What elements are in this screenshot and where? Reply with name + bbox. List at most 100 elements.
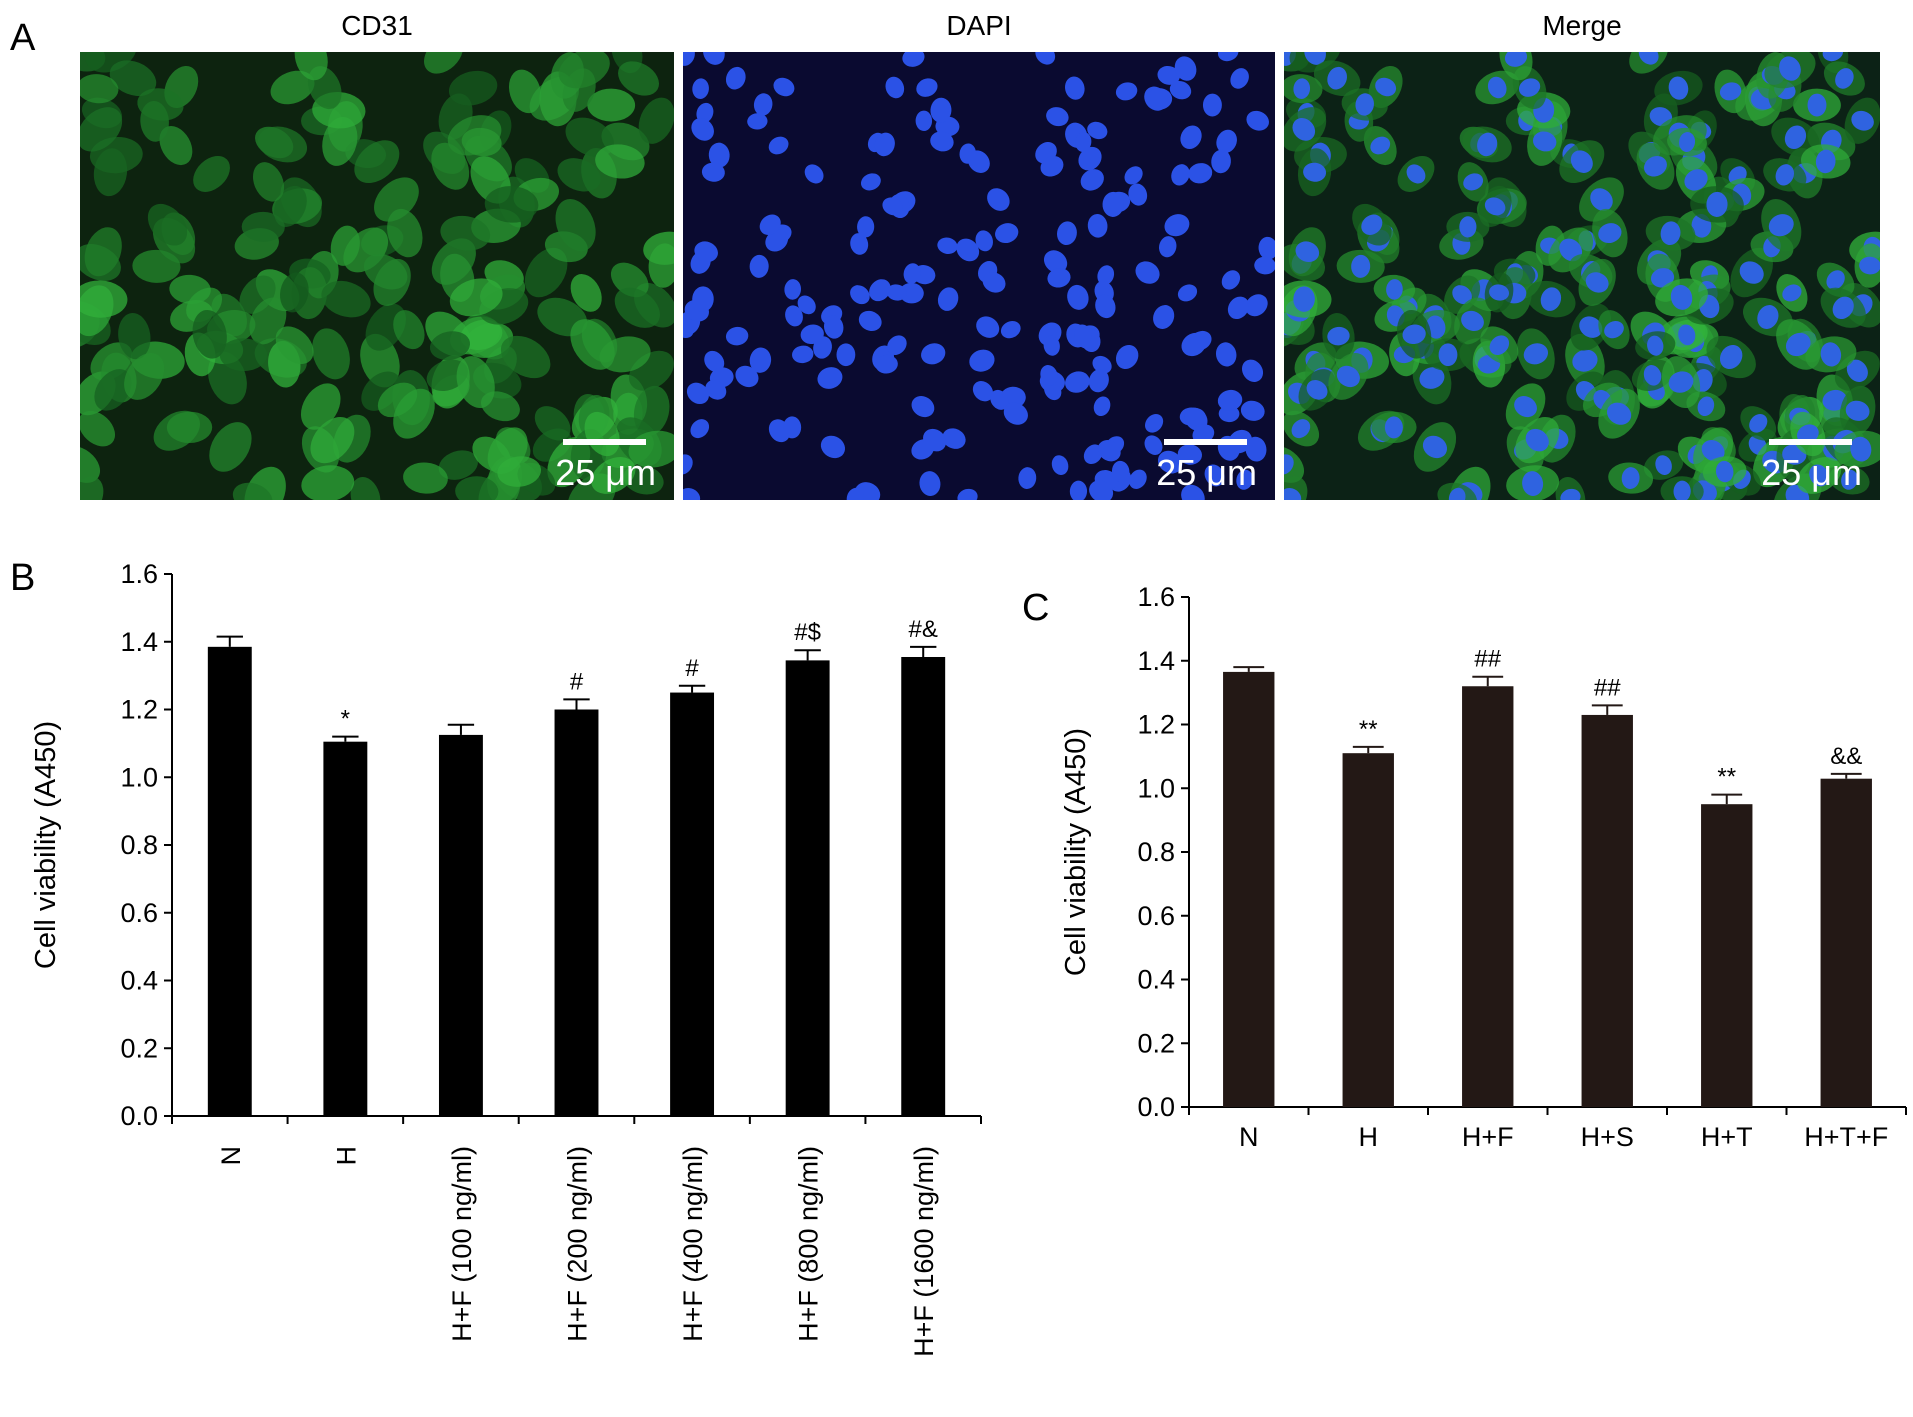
nucleus <box>1097 265 1115 286</box>
bar <box>1701 804 1753 1107</box>
cell-body <box>280 272 309 313</box>
y-tick-label: 1.6 <box>120 559 158 589</box>
nucleus <box>1822 389 1847 411</box>
nucleus <box>1525 428 1549 452</box>
nucleus <box>1043 250 1068 273</box>
y-tick-label: 1.0 <box>1137 773 1175 803</box>
nucleus <box>1115 344 1139 370</box>
nucleus <box>694 241 718 263</box>
cell-body <box>219 338 268 372</box>
nucleus <box>1217 389 1243 411</box>
y-tick-label: 1.2 <box>120 695 158 725</box>
cell-body <box>614 287 660 328</box>
nucleus <box>1040 365 1058 386</box>
nucleus <box>1000 321 1021 339</box>
nucleus <box>1293 78 1311 99</box>
cell-body <box>455 476 499 500</box>
y-tick-label: 0.0 <box>1137 1092 1175 1122</box>
nucleus <box>1067 284 1089 310</box>
panel-label: C <box>1022 587 1049 629</box>
nucleus <box>1782 284 1802 302</box>
nucleus <box>735 365 759 388</box>
nucleus <box>1074 324 1092 346</box>
nucleus <box>1093 396 1111 417</box>
nucleus <box>1585 272 1609 293</box>
nucleus <box>1668 76 1689 100</box>
x-tick-label: H <box>331 1146 361 1166</box>
nucleus <box>1678 324 1696 346</box>
significance-label: ** <box>1359 716 1378 743</box>
nucleus <box>785 305 803 327</box>
nucleus <box>1638 52 1659 65</box>
nucleus <box>1463 173 1484 191</box>
nucleus <box>1835 68 1854 89</box>
bar <box>785 660 830 1116</box>
scale-bar-label: 25 μm <box>555 452 656 493</box>
nucleus <box>1174 56 1197 81</box>
cell-body <box>300 383 341 430</box>
nucleus <box>725 326 749 346</box>
nucleus <box>990 389 1009 410</box>
nucleus <box>1124 166 1143 185</box>
nucleus <box>886 284 907 301</box>
significance-label: # <box>570 668 584 695</box>
nucleus <box>1719 344 1743 370</box>
nucleus <box>1684 169 1708 191</box>
nucleus <box>1523 343 1549 365</box>
y-tick-label: 0.4 <box>120 966 158 996</box>
nucleus <box>1144 435 1163 455</box>
cell-body <box>393 310 425 350</box>
nucleus <box>1047 268 1071 288</box>
significance-label: && <box>1830 743 1862 770</box>
nucleus <box>921 343 946 365</box>
scale-bar-label: 25 μm <box>1156 452 1257 493</box>
nucleus <box>1355 93 1374 116</box>
nucleus <box>1303 162 1327 182</box>
cell-body <box>449 278 503 317</box>
nucleus <box>1284 487 1302 500</box>
y-tick-label: 1.2 <box>1137 710 1175 740</box>
x-tick-label: H <box>1359 1122 1379 1152</box>
micrograph <box>683 52 1275 500</box>
nucleus <box>1245 294 1268 317</box>
nucleus <box>1102 191 1124 217</box>
y-tick-label: 0.6 <box>1137 901 1175 931</box>
y-tick-label: 1.4 <box>120 627 158 657</box>
nucleus <box>899 282 924 304</box>
nucleus <box>916 78 938 97</box>
cell-body <box>209 422 252 472</box>
nucleus <box>982 272 1006 293</box>
nucleus <box>1845 400 1870 421</box>
nucleus <box>911 396 935 418</box>
cell-body <box>192 309 227 359</box>
nucleus <box>860 173 881 191</box>
nucleus <box>1572 349 1598 372</box>
nucleus <box>1579 316 1603 338</box>
nucleus <box>1668 371 1694 393</box>
x-tick-label: H+F (200 ng/ml) <box>563 1146 593 1342</box>
cell-body <box>440 215 491 251</box>
nucleus <box>1192 424 1215 444</box>
cell-body <box>456 356 495 409</box>
nucleus <box>1504 52 1528 67</box>
cell-body <box>270 70 315 105</box>
cell-body <box>257 126 308 163</box>
bar <box>1462 686 1514 1107</box>
cell-body <box>534 406 571 441</box>
nucleus <box>882 197 903 216</box>
cell-body <box>275 326 314 364</box>
cell-body <box>169 274 211 304</box>
nucleus <box>1850 436 1872 462</box>
y-tick-label: 1.0 <box>120 762 158 792</box>
nucleus <box>1438 343 1458 367</box>
cell-body <box>301 465 355 500</box>
nucleus <box>1604 321 1624 339</box>
nucleus <box>1035 52 1056 65</box>
nucleus <box>1111 460 1130 483</box>
cell-body <box>193 155 230 192</box>
nucleus <box>930 131 954 152</box>
nucleus <box>1796 424 1819 444</box>
nucleus <box>1647 335 1664 356</box>
cell-body <box>429 331 471 361</box>
